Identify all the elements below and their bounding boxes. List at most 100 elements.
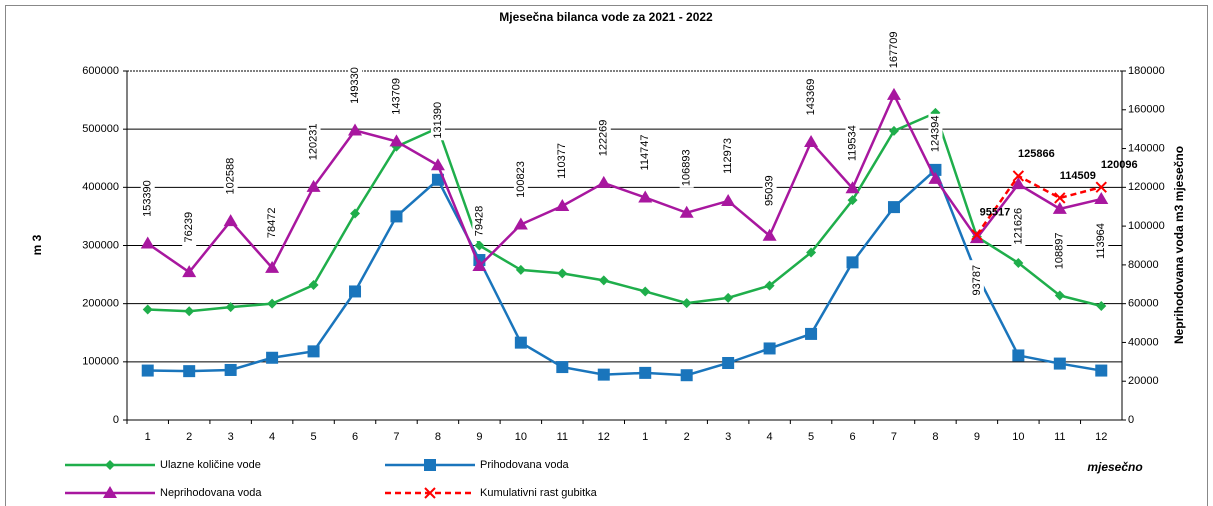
data-label: 119534 [846,125,858,161]
marker [142,304,153,315]
marker [596,175,611,188]
marker [430,158,445,171]
x-tick-label: 5 [808,431,814,443]
marker [846,256,859,269]
marker [722,356,735,369]
legend-label: Neprihodovana voda [160,487,262,499]
data-label: 114509 [1060,170,1096,182]
marker [805,327,818,340]
marker [1052,201,1067,214]
marker [514,336,527,349]
data-label-bg [555,140,570,181]
data-label: 143709 [390,78,402,115]
data-label-bg [306,121,321,162]
chart-title: Mjesečna bilanca vode za 2021 - 2022 [499,10,713,24]
marker [184,306,195,317]
x-tick-label: 8 [932,431,938,443]
x-tick-label: 12 [598,431,610,443]
x-tick-label: 2 [186,431,192,443]
data-label-bg [679,147,694,188]
data-label: 131390 [432,102,444,139]
data-label-bg [596,117,611,158]
data-label: 110377 [556,143,568,179]
legend-label: Kumulativni rast gubitka [480,487,598,499]
marker [1053,357,1066,370]
data-label-bg [513,159,528,200]
data-label: 76239 [183,212,195,243]
marker [308,280,319,291]
y-tick-label: 400000 [82,181,119,193]
marker [680,369,693,382]
series-line [975,174,1102,236]
data-label: 124394 [929,115,941,152]
data-label-bg [472,200,487,241]
marker [225,302,236,313]
marker [472,258,487,271]
data-label: 114747 [639,135,651,171]
marker [349,285,362,298]
data-label: 78472 [266,208,278,239]
y2-axis-title: Neprihodovana voda m3 mjesečno [1172,146,1186,344]
marker [887,201,900,214]
y2-tick-label: 40000 [1128,336,1159,348]
marker [1011,177,1026,190]
data-label: 108897 [1054,233,1066,270]
marker [847,195,858,206]
series-line [147,91,1102,274]
y-tick-label: 0 [113,414,119,426]
data-label: 120231 [307,124,319,161]
marker [1012,349,1025,362]
marker [598,275,609,286]
marker [424,459,436,471]
marker [845,181,860,194]
marker [103,486,117,498]
marker [513,217,528,230]
y-tick-label: 100000 [82,356,119,368]
marker [389,134,404,147]
x-axis-title: mjesečno [1087,460,1142,474]
x-tick-label: 7 [891,431,897,443]
data-label-bg [182,207,197,248]
data-label: 149330 [349,67,361,104]
data-label-bg [1011,206,1026,247]
data-label: 112973 [722,138,734,174]
marker [597,368,610,381]
x-tick-label: 6 [352,431,358,443]
marker [390,210,403,223]
y2-tick-label: 60000 [1128,298,1159,310]
marker [806,247,817,258]
marker [348,123,363,136]
data-label: 125866 [1018,148,1055,160]
x-tick-label: 10 [515,431,527,443]
marker [679,205,694,218]
data-label: 121626 [1012,208,1024,245]
y-axis-title: m 3 [30,234,44,255]
y2-tick-label: 0 [1128,414,1134,426]
marker [1096,300,1107,311]
data-label-bg [886,29,901,70]
data-label: 113964 [1095,223,1107,259]
x-tick-label: 4 [269,431,275,443]
marker [183,365,196,378]
marker [182,265,197,278]
marker [969,231,984,244]
legend-label: Prihodovana voda [480,459,570,471]
marker [224,363,237,376]
x-tick-label: 3 [725,431,731,443]
x-tick-label: 9 [476,431,482,443]
x-tick-label: 3 [228,431,234,443]
marker [267,298,278,309]
x-tick-label: 6 [849,431,855,443]
data-label: 106893 [681,149,693,186]
marker [350,208,361,219]
data-label: 143369 [805,79,817,116]
marker [140,236,155,249]
marker [1012,170,1025,182]
marker [971,229,983,241]
marker [424,487,436,499]
marker [763,342,776,355]
x-tick-label: 7 [393,431,399,443]
data-label-bg [638,132,653,173]
data-label-bg [845,123,860,164]
